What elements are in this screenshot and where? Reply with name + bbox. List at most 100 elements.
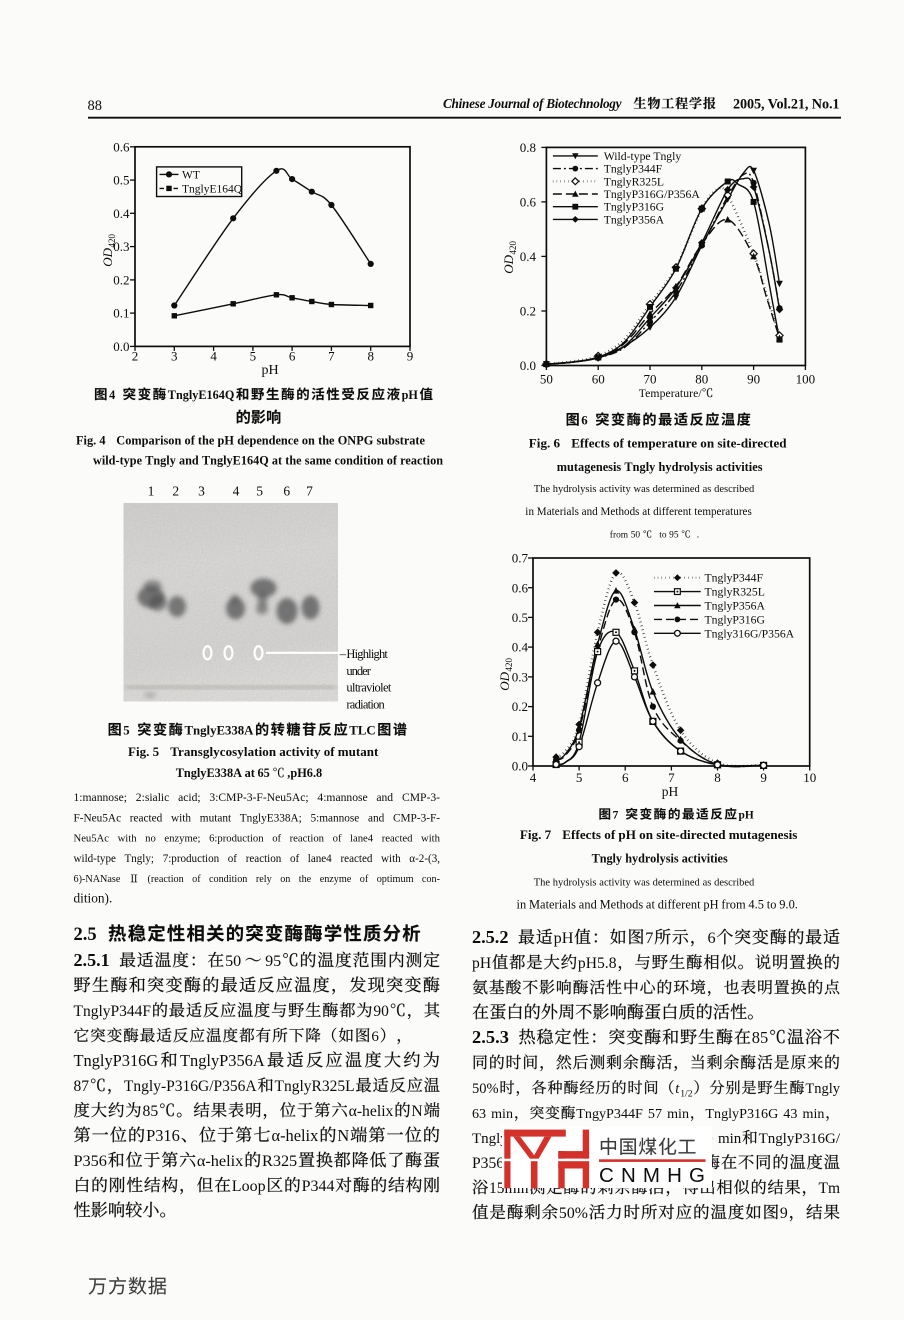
svg-text:Transglycosylation: Transglycosylation: [170, 744, 277, 759]
svg-text:63: 63: [472, 1106, 486, 1122]
svg-text:6: 6: [708, 929, 716, 947]
svg-text:Materials: Materials: [529, 898, 576, 912]
svg-text:0.2: 0.2: [512, 699, 528, 714]
svg-text:min: min: [491, 1106, 513, 1122]
svg-text:and: and: [579, 898, 598, 912]
svg-text:ultraviolet: ultraviolet: [346, 681, 392, 695]
svg-text:hydrolysis: hydrolysis: [553, 484, 597, 495]
svg-text:site-directed: site-directed: [717, 436, 787, 451]
svg-text:TnglyR325L: TnglyR325L: [604, 175, 664, 188]
svg-text:0.6: 0.6: [520, 195, 537, 210]
svg-text:0.3: 0.3: [512, 670, 528, 685]
svg-text:dition).: dition).: [74, 891, 113, 906]
svg-text:6: 6: [581, 414, 588, 428]
svg-text:6: 6: [289, 349, 296, 364]
svg-text:mutant: mutant: [338, 744, 379, 759]
svg-text:was: was: [634, 484, 650, 495]
svg-text:determined: determined: [653, 484, 701, 495]
svg-text:radiation: radiation: [346, 697, 385, 711]
svg-text:Fig.: Fig.: [520, 827, 542, 842]
svg-text:from: from: [610, 530, 629, 541]
svg-text:condition: condition: [335, 454, 384, 468]
svg-text:Chinese Journal of Biotechnolo: Chinese Journal of Biotechnology: [443, 96, 622, 111]
svg-text:9.0.: 9.0.: [779, 898, 798, 912]
svg-text:TnglyP316G: TnglyP316G: [604, 201, 665, 214]
svg-text:3:CMP-3-F-Neu5Ac;: 3:CMP-3-F-Neu5Ac;: [209, 791, 308, 804]
svg-text:TnglyP344F: TnglyP344F: [705, 572, 764, 585]
svg-text:Tngly: Tngly: [624, 460, 656, 474]
svg-text:4.5: 4.5: [748, 898, 764, 912]
svg-text:of: of: [228, 853, 237, 865]
svg-text:5: 5: [153, 744, 160, 759]
svg-text:with: with: [381, 853, 401, 865]
svg-text:rely: rely: [256, 874, 273, 885]
svg-text:the: the: [285, 454, 302, 468]
svg-text:90: 90: [747, 372, 760, 387]
svg-text:in: in: [525, 506, 534, 518]
svg-text:TnglyR325L: TnglyR325L: [275, 1078, 355, 1095]
svg-text:TnglyE164Q: TnglyE164Q: [202, 454, 269, 468]
svg-text:Tm: Tm: [819, 1180, 841, 1197]
svg-text:Loop: Loop: [232, 1178, 266, 1195]
svg-text:90: 90: [373, 1003, 389, 1020]
svg-text:the: the: [198, 434, 215, 448]
svg-text:TnglyE338A;: TnglyE338A;: [240, 812, 302, 824]
svg-text:temperature: temperature: [627, 436, 697, 451]
svg-text:TnglyP316G: TnglyP316G: [705, 1106, 778, 1122]
svg-text:Effects: Effects: [571, 436, 610, 451]
svg-text:substrate: substrate: [377, 434, 426, 448]
svg-text:65: 65: [258, 766, 270, 780]
svg-text:2: 2: [132, 349, 139, 364]
svg-text:described: described: [714, 877, 755, 888]
svg-text:TnglyE338A: TnglyE338A: [185, 724, 255, 738]
svg-text:P356: P356: [74, 1151, 107, 1170]
svg-text:85: 85: [143, 1103, 159, 1120]
svg-text:described: described: [714, 484, 755, 495]
svg-text:2.5.2: 2.5.2: [472, 927, 509, 947]
svg-text:50: 50: [225, 953, 241, 970]
svg-text:TnglyP344F: TnglyP344F: [74, 1003, 152, 1020]
svg-text:of: of: [192, 874, 201, 885]
svg-text:43: 43: [783, 1106, 797, 1122]
svg-text:70: 70: [644, 372, 657, 387]
svg-text:pH: pH: [662, 784, 679, 799]
svg-text:activities: activities: [716, 460, 763, 474]
svg-text:0.2: 0.2: [113, 273, 129, 288]
svg-text:as: as: [703, 484, 712, 495]
svg-text:5:mannose: 5:mannose: [311, 812, 360, 824]
svg-text:4: 4: [530, 770, 537, 785]
svg-text:7: 7: [545, 827, 552, 842]
svg-text:6:production: 6:production: [209, 833, 264, 845]
svg-text:ONPG: ONPG: [338, 434, 374, 448]
svg-text:6)-NANase: 6)-NANase: [74, 874, 121, 885]
svg-text:0.8: 0.8: [520, 140, 536, 155]
svg-text:of: of: [290, 853, 299, 865]
svg-text:lane4: lane4: [308, 853, 332, 865]
svg-text:of: of: [360, 874, 369, 885]
svg-text:0.0: 0.0: [512, 759, 528, 774]
svg-text:2.5.1: 2.5.1: [74, 950, 110, 970]
svg-text:pH: pH: [402, 388, 419, 402]
svg-text:lane4: lane4: [350, 833, 374, 845]
svg-text:of: of: [604, 827, 616, 842]
svg-text:.: .: [697, 531, 699, 541]
svg-text:at: at: [272, 454, 282, 468]
svg-text:Methods: Methods: [600, 898, 644, 912]
svg-text:TnglyP316G/: TnglyP316G/: [759, 1131, 841, 1147]
svg-text:mutagenesis: mutagenesis: [729, 827, 798, 842]
svg-text:pH: pH: [618, 827, 636, 842]
svg-text:85: 85: [752, 1028, 768, 1047]
svg-text:7: 7: [328, 349, 335, 364]
svg-text:Tngly: Tngly: [145, 454, 176, 468]
svg-text:mutagenesis: mutagenesis: [557, 460, 622, 474]
svg-text:on: on: [700, 436, 715, 451]
svg-text:Tngly: Tngly: [805, 1081, 840, 1097]
svg-text:,pH6.8: ,pH6.8: [287, 766, 322, 780]
svg-text:with: with: [421, 833, 441, 845]
svg-text:88: 88: [88, 98, 103, 114]
svg-text:R325: R325: [262, 1151, 297, 1170]
svg-text:of: of: [613, 436, 625, 451]
svg-text:TnglyR325L: TnglyR325L: [705, 586, 765, 599]
svg-text:on: on: [302, 434, 315, 448]
svg-text:50: 50: [631, 531, 641, 541]
